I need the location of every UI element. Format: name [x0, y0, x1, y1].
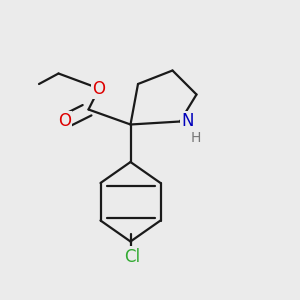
Text: Cl: Cl [124, 248, 140, 266]
Text: O: O [58, 112, 71, 130]
Text: H: H [191, 130, 201, 145]
Text: O: O [92, 80, 106, 98]
Text: N: N [182, 112, 194, 130]
